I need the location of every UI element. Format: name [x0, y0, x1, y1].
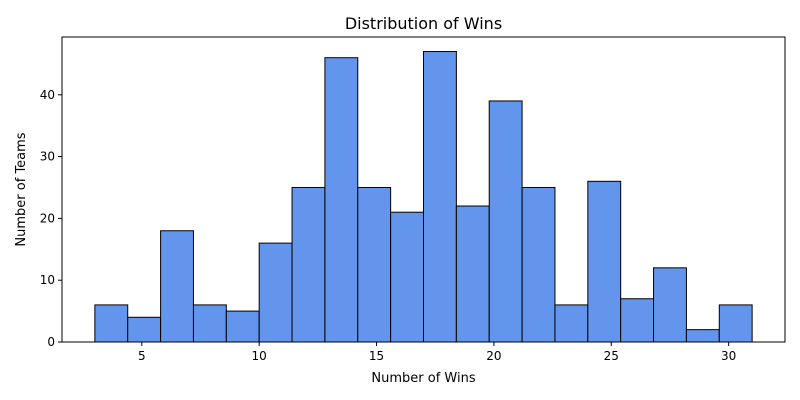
x-tick-label: 25	[604, 349, 619, 363]
chart-title: Distribution of Wins	[345, 14, 502, 33]
histogram-bar	[653, 267, 687, 343]
histogram-bar	[685, 329, 720, 343]
histogram-bar	[324, 57, 359, 343]
x-tick-label: 10	[252, 349, 267, 363]
x-axis-ticks: 5 10 15 20 25 30	[138, 342, 736, 363]
histogram-bar	[357, 186, 392, 343]
histogram-bar	[94, 304, 129, 343]
histogram-bar	[291, 186, 326, 343]
x-tick-label: 30	[721, 349, 736, 363]
y-tick-label: 30	[40, 150, 55, 164]
x-axis-label: Number of Wins	[371, 371, 475, 386]
y-axis-ticks: 0 10 20 30 40	[40, 88, 62, 349]
histogram-bar	[258, 242, 293, 343]
histogram-bar	[620, 298, 655, 343]
x-tick-label: 20	[486, 349, 501, 363]
histogram-bar	[160, 230, 194, 343]
histogram-bar	[192, 304, 227, 343]
histogram-bar	[718, 304, 753, 343]
x-tick-label: 15	[369, 349, 384, 363]
y-tick-label: 10	[40, 273, 55, 287]
y-tick-label: 20	[40, 211, 55, 225]
histogram-bar	[554, 304, 589, 343]
plot-frame	[61, 36, 786, 343]
histogram-bar	[127, 316, 162, 343]
histogram-bar	[390, 211, 424, 343]
bars-group	[94, 51, 753, 343]
x-tick-label: 5	[138, 349, 146, 363]
histogram-bar	[455, 205, 490, 343]
histogram-bar	[423, 51, 457, 343]
histogram-bar	[587, 180, 622, 343]
y-tick-label: 40	[40, 88, 55, 102]
histogram-bar	[521, 186, 556, 343]
histogram-bar	[225, 310, 260, 343]
y-axis-label: Number of Teams	[14, 132, 29, 246]
histogram-bar	[488, 100, 523, 343]
y-tick-label: 0	[47, 335, 55, 349]
